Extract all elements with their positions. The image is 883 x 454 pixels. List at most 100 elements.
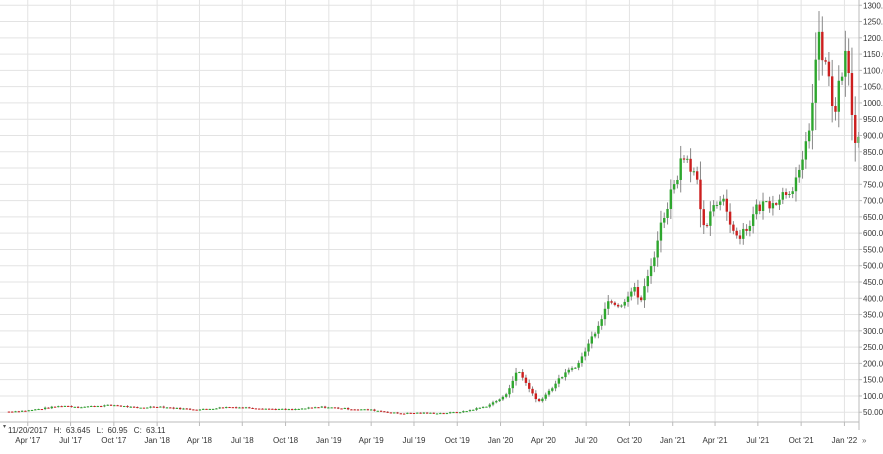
candle-down <box>251 407 254 409</box>
candle-up <box>198 409 202 411</box>
candle-up <box>488 404 491 407</box>
candle-up <box>547 390 551 395</box>
candle-up <box>218 407 221 409</box>
candle-up <box>343 408 347 410</box>
scroll-right-icon[interactable]: » <box>862 436 867 445</box>
candle-down <box>53 406 57 408</box>
x-tick-label: Oct '17 <box>101 436 127 445</box>
candle-up <box>679 158 682 180</box>
candle-up <box>623 301 626 306</box>
candle-down <box>521 372 524 378</box>
x-tick-label: Apr '17 <box>15 436 41 445</box>
candle-down <box>396 412 399 414</box>
candle-down <box>728 211 732 225</box>
y-tick-label: 1050.00 <box>863 83 883 92</box>
candle-up <box>541 398 544 402</box>
candle-up <box>448 412 452 414</box>
candle-down <box>425 412 429 414</box>
ohlc-close-label: C: <box>134 426 142 435</box>
candle-down <box>188 408 192 410</box>
candle-down <box>758 204 761 211</box>
candle-down <box>399 413 403 415</box>
candle-up <box>462 411 465 413</box>
candle-down <box>267 408 271 410</box>
y-tick-label: 100.00 <box>863 392 883 401</box>
candle-down <box>99 406 103 408</box>
candle-up <box>577 362 580 368</box>
candle-up <box>287 409 291 411</box>
candle-down <box>340 408 343 410</box>
x-tick-label: Oct '21 <box>789 436 815 445</box>
candle-down <box>126 406 129 408</box>
candle-down <box>827 61 831 77</box>
candle-up <box>663 217 666 223</box>
candles <box>7 11 860 415</box>
candle-down <box>261 408 264 410</box>
candle-down <box>682 158 686 160</box>
candle-down <box>40 409 44 411</box>
candle-up <box>722 198 725 202</box>
candle-up <box>518 372 521 374</box>
x-tick-label: Jan '22 <box>832 436 858 445</box>
candle-down <box>745 228 748 231</box>
candle-down <box>537 399 541 402</box>
candle-down <box>136 407 139 409</box>
candle-up <box>96 406 100 408</box>
x-tick-label: Jul '19 <box>403 436 426 445</box>
candle-up <box>225 407 228 409</box>
candle-down <box>93 406 96 408</box>
candle-down <box>412 413 416 415</box>
candle-up <box>844 50 847 77</box>
candle-down <box>610 301 613 303</box>
candle-down <box>169 407 172 409</box>
candle-up <box>215 408 218 410</box>
candle-down <box>228 407 231 409</box>
candle-up <box>435 413 439 415</box>
y-tick-label: 300.00 <box>863 327 883 336</box>
candle-up <box>376 410 379 412</box>
candle-down <box>333 407 337 409</box>
candle-up <box>30 410 34 412</box>
candle-up <box>620 305 623 307</box>
x-tick-label: Apr '21 <box>702 436 728 445</box>
candle-up <box>485 406 488 408</box>
candle-up <box>656 240 659 258</box>
candle-up <box>416 412 419 414</box>
candle-up <box>80 407 83 409</box>
candle-down <box>379 410 383 412</box>
candle-up <box>182 408 185 410</box>
candle-down <box>221 407 225 409</box>
candle-up <box>113 405 116 407</box>
candle-down <box>616 304 620 307</box>
candle-up <box>751 214 755 226</box>
candle-up <box>501 396 505 400</box>
candle-up <box>159 406 162 408</box>
candle-up <box>590 336 593 344</box>
ohlc-low-label: L: <box>97 426 104 435</box>
candle-down <box>821 31 824 61</box>
candle-up <box>649 266 653 277</box>
candle-up <box>498 399 501 402</box>
candle-down <box>337 407 340 409</box>
candle-up <box>755 204 758 215</box>
candle-up <box>360 409 363 411</box>
candle-down <box>7 411 11 413</box>
y-tick-label: 350.00 <box>863 311 883 320</box>
candle-up <box>320 406 323 408</box>
candle-up <box>491 402 495 405</box>
candle-down <box>402 413 406 415</box>
y-tick-label: 800.00 <box>863 164 883 173</box>
candle-down <box>738 235 742 239</box>
candle-down <box>76 406 80 408</box>
candle-up <box>504 394 508 397</box>
candle-up <box>719 201 722 205</box>
candle-down <box>178 407 182 410</box>
candle-down <box>185 408 188 410</box>
candle-up <box>327 407 330 409</box>
candle-down <box>389 412 393 414</box>
ohlc-low-value: 60.95 <box>108 426 129 435</box>
candle-up <box>139 407 142 409</box>
candle-down <box>24 410 27 412</box>
candle-down <box>356 409 360 411</box>
x-tick-label: Jul '17 <box>59 436 82 445</box>
